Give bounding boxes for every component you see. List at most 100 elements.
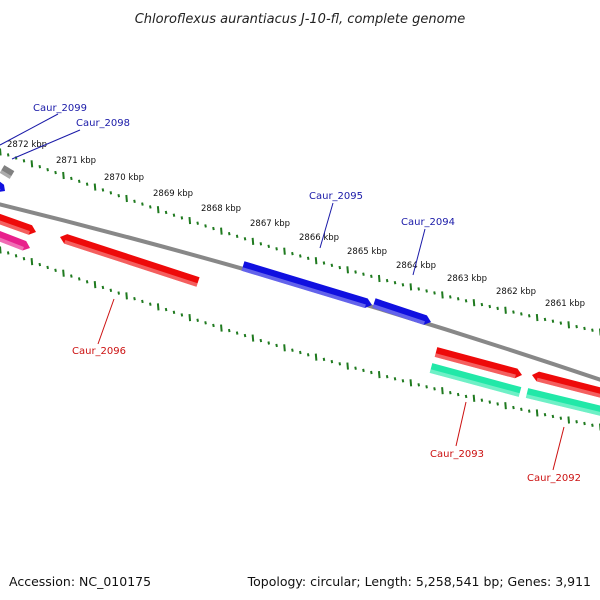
inner-ring-tick [330, 359, 334, 364]
inner-ring-tick [496, 402, 499, 406]
outer-ring-tick [62, 171, 65, 180]
outer-ring-tick [156, 206, 160, 214]
inner-ring-tick [354, 366, 357, 370]
outer-ring-tick [188, 216, 192, 225]
outer-ring-tick [441, 291, 444, 299]
inner-ring-tick [299, 350, 302, 355]
genome-summary-text: Topology: circular; Length: 5,258,541 bp… [247, 574, 591, 589]
inner-ring-tick [441, 387, 444, 395]
outer-ring-tick [583, 326, 586, 331]
outer-ring-tick [46, 167, 49, 172]
gene-arrow-caur-2099[interactable] [0, 179, 5, 192]
kbp-label: 2867 kbp [250, 219, 290, 229]
kbp-label: 2871 kbp [56, 156, 96, 166]
gene-arrow-red-mid[interactable] [434, 347, 522, 379]
gene-label-caur-2092[interactable]: Caur_2092 [527, 473, 581, 484]
outer-ring-tick [527, 314, 531, 318]
outer-ring-tick [338, 265, 342, 270]
outer-ring-tick [346, 266, 349, 274]
outer-ring-tick [125, 194, 128, 203]
gene-arrow-caur-2092-shade [525, 394, 600, 416]
outer-ring-tick [401, 283, 405, 287]
gene-arrow-caur-2096[interactable] [60, 234, 200, 287]
inner-ring-tick [362, 368, 365, 373]
kbp-label: 2868 kbp [201, 204, 241, 214]
outer-ring-tick [109, 191, 113, 195]
inner-ring-tick [38, 262, 42, 267]
kbp-label: 2870 kbp [104, 173, 144, 183]
inner-ring-tick [456, 392, 460, 397]
inner-ring-tick [417, 383, 421, 387]
outer-ring-tick [77, 179, 81, 184]
outer-ring-tick [504, 306, 507, 314]
inner-ring-tick [306, 353, 310, 357]
outer-ring-tick [149, 205, 152, 209]
inner-ring-tick [204, 321, 207, 325]
gene-label-caur-2093[interactable]: Caur_2093 [430, 449, 484, 460]
outer-ring-tick [38, 165, 42, 169]
gene-arrow-caur-2096-shade [64, 240, 198, 287]
gene-label-caur-2094[interactable]: Caur_2094 [401, 217, 455, 228]
gene-label-caur-2095[interactable]: Caur_2095 [309, 191, 363, 202]
outer-ring-tick [456, 297, 460, 301]
outer-ring-tick [243, 237, 247, 241]
outer-ring-tick [464, 299, 468, 303]
outer-ring-tick [567, 321, 571, 329]
outer-ring-tick [472, 299, 476, 307]
gene-arrow-red-upper-left[interactable] [0, 212, 36, 235]
inner-ring-tick [0, 246, 2, 254]
gene-arrow-caur-2094[interactable] [372, 298, 431, 325]
inner-ring-tick [22, 257, 26, 261]
outer-ring-tick [362, 272, 365, 276]
inner-ring-tick [6, 251, 10, 255]
gene-arrow-caur-2095[interactable] [241, 261, 372, 309]
outer-ring-tick [141, 202, 144, 206]
inner-ring-tick [370, 370, 373, 375]
inner-ring-tick [409, 379, 413, 387]
outer-ring-tick [196, 221, 199, 225]
gene-arrow-caur-2093[interactable] [429, 363, 522, 397]
outer-ring-tick [30, 160, 34, 168]
outer-ring-tick [425, 289, 428, 293]
outer-ring-tick [520, 312, 523, 316]
outer-ring-tick [172, 213, 176, 217]
outer-ring-tick [330, 263, 334, 267]
inner-ring-tick [291, 348, 294, 352]
outer-ring-tick [322, 261, 326, 265]
gene-arrow-caur-2092[interactable] [525, 388, 600, 418]
leader-line-caur-2095 [319, 202, 334, 249]
outer-ring-tick [251, 237, 255, 245]
inner-ring-tick [583, 421, 586, 426]
outer-ring-tick [559, 321, 563, 325]
gene-label-caur-2099[interactable]: Caur_2099 [33, 103, 87, 114]
inner-ring-tick [156, 303, 160, 311]
gene-label-caur-2096[interactable]: Caur_2096 [72, 346, 126, 357]
outer-ring-tick [283, 247, 286, 255]
outer-ring-tick [409, 283, 413, 291]
outer-ring-tick [117, 193, 121, 198]
inner-ring-tick [283, 344, 286, 352]
inner-ring-tick [164, 307, 168, 312]
accession-text: Accession: NC_010175 [9, 574, 151, 589]
inner-ring-tick [77, 277, 81, 281]
inner-ring-tick [385, 374, 389, 379]
inner-ring-tick [480, 398, 484, 402]
gene-arrow-red-right[interactable] [532, 371, 600, 400]
leader-line-caur-2092 [552, 426, 565, 471]
gene-arrow-pink-left[interactable] [0, 229, 30, 251]
outer-ring-tick [180, 216, 184, 220]
gene-arrow-caur-2098[interactable] [0, 165, 15, 179]
outer-ring-tick [227, 232, 231, 236]
outer-ring-tick [512, 310, 515, 314]
inner-ring-tick [393, 377, 397, 381]
inner-ring-tick [425, 385, 428, 389]
gene-label-caur-2098[interactable]: Caur_2098 [76, 118, 130, 129]
inner-ring-tick [85, 280, 89, 284]
inner-ring-tick [109, 288, 113, 292]
gene-arrow-caur-2094-shade [372, 304, 425, 325]
outer-ring-tick [535, 314, 539, 322]
outer-ring-tick [385, 278, 389, 283]
inner-ring-tick [464, 394, 468, 399]
gene-layer [0, 165, 600, 418]
